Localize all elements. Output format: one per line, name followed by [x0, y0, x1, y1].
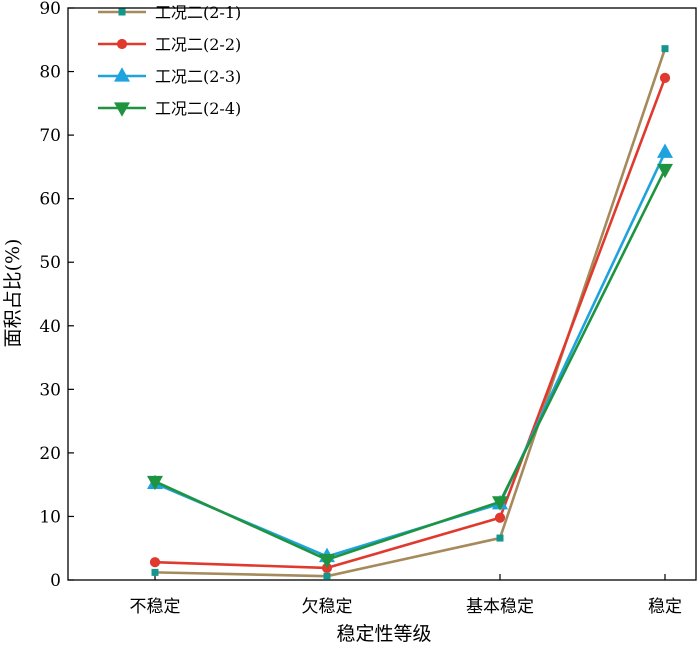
data-point-triangle-down — [657, 163, 673, 179]
data-point-square — [661, 45, 669, 53]
data-point-triangle-down — [492, 496, 508, 511]
series-lines — [147, 45, 673, 580]
data-point-circle — [659, 72, 671, 84]
y-tick-label: 0 — [50, 571, 61, 591]
x-tick-label: 稳定 — [648, 597, 682, 617]
series-line — [154, 77, 667, 570]
y-axis-title: 面积占比(%) — [2, 239, 24, 348]
y-tick-label: 40 — [39, 317, 61, 337]
data-point-circle — [149, 557, 161, 568]
y-tick-label: 50 — [39, 253, 61, 273]
data-point-square — [151, 568, 159, 576]
legend-label: 工况二(2-2) — [155, 35, 241, 54]
legend-label: 工况二(2-1) — [155, 3, 241, 22]
y-tick-label: 10 — [39, 507, 61, 527]
y-tick-label: 60 — [39, 190, 61, 210]
series-2 — [149, 72, 671, 574]
data-point-triangle-up — [114, 67, 130, 82]
legend-entry: 工况二(2-1) — [98, 3, 241, 22]
x-axis-title: 稳定性等级 — [336, 623, 431, 645]
series-4 — [147, 163, 673, 569]
data-point-triangle-down — [147, 475, 163, 491]
data-point-square — [118, 8, 126, 16]
data-point-square — [496, 534, 504, 542]
data-point-triangle-down — [114, 102, 130, 117]
legend-label: 工况二(2-4) — [155, 99, 241, 118]
data-point-triangle-up — [657, 143, 673, 158]
x-tick-label: 基本稳定 — [466, 597, 534, 617]
y-tick-label: 70 — [39, 126, 61, 146]
series-line — [154, 48, 667, 578]
legend: 工况二(2-1) 工况二(2-2) 工况二(2-3) 工况二(2-4) — [98, 3, 241, 118]
series-3 — [147, 143, 673, 563]
series-1 — [151, 45, 669, 580]
legend-label: 工况二(2-3) — [155, 67, 241, 86]
data-point-circle — [494, 512, 506, 523]
y-tick-label: 90 — [39, 0, 61, 19]
axes: 0 10 20 30 40 50 60 70 80 90 不稳定 欠稳定 基本稳定 稳定 — [39, 0, 697, 617]
series-line — [154, 168, 667, 561]
legend-entry: 工况二(2-3) — [98, 67, 241, 86]
y-tick-label: 30 — [39, 380, 61, 400]
x-tick-label: 欠稳定 — [302, 597, 353, 617]
y-tick-label: 80 — [39, 63, 61, 83]
series-line — [154, 151, 667, 558]
data-point-circle — [116, 38, 128, 50]
data-point-square — [323, 572, 331, 580]
legend-entry: 工况二(2-2) — [98, 35, 241, 54]
data-point-triangle-down — [319, 554, 335, 569]
legend-entry: 工况二(2-4) — [98, 99, 241, 118]
x-tick-label: 不稳定 — [130, 597, 181, 617]
y-tick-label: 20 — [39, 444, 61, 464]
plot-frame — [67, 7, 697, 581]
